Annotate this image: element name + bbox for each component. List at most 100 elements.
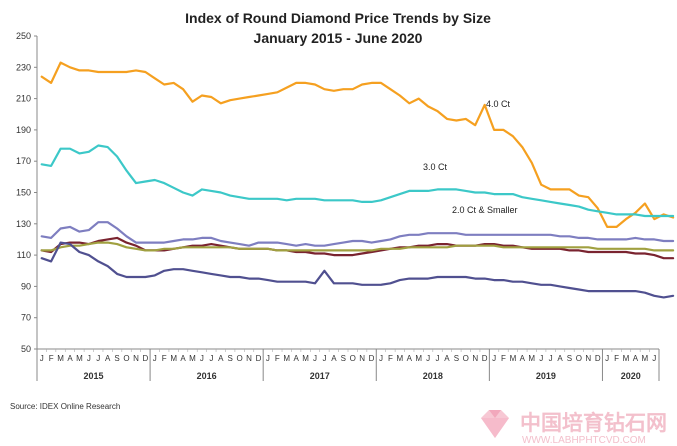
x-month-label: A: [180, 354, 186, 363]
chart-subtitle: January 2015 - June 2020: [254, 30, 423, 46]
x-month-label: F: [275, 354, 280, 363]
x-month-label: S: [454, 354, 459, 363]
year-label: 2016: [197, 371, 217, 381]
x-month-label: D: [369, 354, 375, 363]
y-tick-label: 230: [16, 62, 31, 72]
x-month-label: A: [105, 354, 111, 363]
x-month-label: M: [57, 354, 64, 363]
series-line-6: [40, 241, 675, 299]
x-month-label: J: [153, 354, 157, 363]
x-month-label: M: [170, 354, 177, 363]
x-month-label: J: [40, 354, 44, 363]
x-month-label: M: [396, 354, 403, 363]
annotation-2ct-smaller: 2.0 Ct & Smaller: [452, 205, 518, 215]
x-month-label: M: [510, 354, 517, 363]
x-month-label: M: [283, 354, 290, 363]
x-month-label: A: [331, 354, 337, 363]
x-month-label: F: [614, 354, 619, 363]
x-month-label: S: [567, 354, 572, 363]
watermark-logo: 中国培育钻石网 WWW.LABHPHTCVD.COM: [481, 410, 667, 446]
x-month-label: N: [585, 354, 591, 363]
annotation-4ct: 4.0 Ct: [486, 99, 511, 109]
x-month-label: S: [114, 354, 119, 363]
y-tick-label: 150: [16, 188, 31, 198]
x-month-label: F: [162, 354, 167, 363]
x-month-label: O: [576, 354, 582, 363]
x-month-label: S: [228, 354, 233, 363]
x-month-label: J: [426, 354, 430, 363]
x-month-label: J: [322, 354, 326, 363]
x-month-label: J: [266, 354, 270, 363]
x-month-label: A: [557, 354, 563, 363]
chart-title: Index of Round Diamond Price Trends by S…: [185, 10, 491, 26]
x-month-label: J: [549, 354, 553, 363]
x-month-label: A: [633, 354, 639, 363]
x-month-label: J: [313, 354, 317, 363]
y-tick-label: 170: [16, 156, 31, 166]
x-month-label: O: [350, 354, 356, 363]
x-month-label: A: [293, 354, 299, 363]
x-month-label: J: [492, 354, 496, 363]
series-line-2-0-ct-smaller: [40, 241, 675, 252]
x-month-label: A: [407, 354, 413, 363]
y-tick-label: 110: [17, 250, 31, 260]
y-tick-label: 250: [16, 31, 31, 41]
x-month-label: F: [388, 354, 393, 363]
x-month-label: J: [200, 354, 204, 363]
x-month-label: M: [415, 354, 422, 363]
series-layer: [40, 61, 675, 299]
x-month-label: D: [256, 354, 262, 363]
series-line-4-0-ct: [40, 61, 675, 228]
x-month-label: D: [142, 354, 148, 363]
x-month-label: M: [189, 354, 196, 363]
x-month-label: M: [528, 354, 535, 363]
y-tick-label: 190: [16, 125, 31, 135]
x-month-label: J: [379, 354, 383, 363]
watermark-chinese: 中国培育钻石网: [520, 411, 667, 435]
x-month-label: N: [359, 354, 365, 363]
year-label: 2015: [84, 371, 104, 381]
x-month-label: M: [76, 354, 83, 363]
y-tick-label: 90: [21, 281, 31, 291]
y-axis: 50 70 90 110 130 150 170 190 210 230 250: [16, 31, 37, 354]
y-tick-label: 210: [16, 94, 31, 104]
x-month-label: J: [652, 354, 656, 363]
x-month-label: D: [482, 354, 488, 363]
year-label: 2018: [423, 371, 443, 381]
x-month-label: J: [96, 354, 100, 363]
y-tick-label: 70: [21, 313, 31, 323]
x-month-label: M: [302, 354, 309, 363]
series-line-3-0-ct: [40, 144, 675, 218]
annotation-3ct: 3.0 Ct: [423, 162, 448, 172]
y-tick-label: 130: [16, 219, 31, 229]
watermark-url: WWW.LABHPHTCVD.COM: [522, 435, 646, 446]
year-label: 2019: [536, 371, 556, 381]
x-month-label: N: [472, 354, 478, 363]
x-month-label: M: [623, 354, 630, 363]
x-month-label: O: [237, 354, 243, 363]
x-month-label: O: [463, 354, 469, 363]
plot-area: [36, 36, 659, 350]
x-month-label: J: [87, 354, 91, 363]
series-line-3: [40, 221, 675, 247]
x-month-label: N: [133, 354, 139, 363]
x-month-label: O: [123, 354, 129, 363]
x-month-label: D: [595, 354, 601, 363]
x-month-label: S: [341, 354, 346, 363]
x-month-label: J: [436, 354, 440, 363]
x-month-label: A: [520, 354, 526, 363]
x-month-label: J: [209, 354, 213, 363]
diamond-logo-icon: [481, 410, 509, 438]
source-note: Source: IDEX Online Research: [10, 402, 120, 411]
y-tick-label: 50: [21, 344, 31, 354]
year-label: 2017: [310, 371, 330, 381]
x-month-label: A: [218, 354, 224, 363]
x-month-label: N: [246, 354, 252, 363]
x-month-label: M: [642, 354, 649, 363]
year-label: 2020: [621, 371, 641, 381]
x-month-label: A: [67, 354, 73, 363]
x-month-label: F: [501, 354, 506, 363]
x-month-label: J: [539, 354, 543, 363]
